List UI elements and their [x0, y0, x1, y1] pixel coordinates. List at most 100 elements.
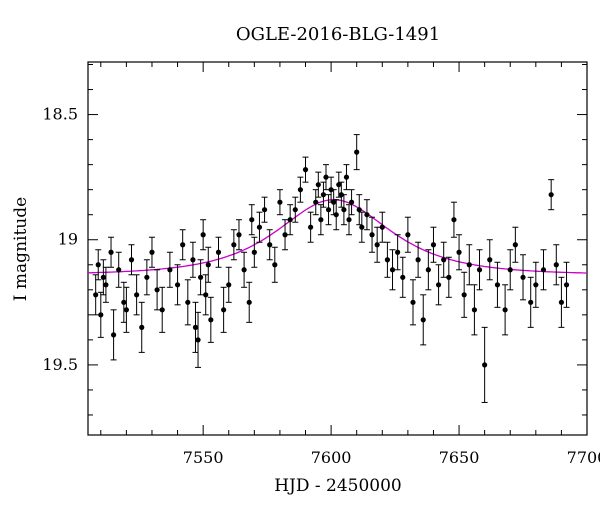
x-tick-label: 7650 [439, 448, 480, 467]
y-tick-label: 18.5 [42, 105, 78, 124]
data-point [267, 242, 273, 248]
data-point [297, 187, 303, 193]
data-point [251, 249, 257, 255]
data-point [134, 292, 140, 298]
data-point [356, 207, 362, 213]
data-point [471, 307, 478, 313]
data-point [315, 182, 321, 188]
data-point [93, 292, 99, 298]
data-point [154, 287, 160, 293]
data-point [341, 207, 347, 213]
data-point [395, 249, 401, 255]
data-point [430, 242, 437, 248]
data-point [461, 292, 467, 298]
data-point [456, 249, 462, 255]
data-point [451, 217, 457, 223]
data-point [494, 282, 501, 288]
data-point [144, 274, 150, 280]
data-point [379, 224, 385, 230]
data-point [563, 282, 570, 288]
y-axis-label: I magnitude [11, 197, 31, 301]
data-point [336, 182, 342, 188]
data-point [226, 282, 232, 288]
data-point [192, 324, 199, 330]
data-point [221, 307, 227, 313]
data-point [167, 267, 173, 273]
data-point [410, 299, 416, 305]
data-point [302, 167, 309, 173]
data-point [389, 267, 396, 273]
data-point [287, 217, 293, 223]
data-point [185, 299, 191, 305]
data-point [190, 257, 196, 263]
data-point [174, 282, 181, 288]
chart-title: OGLE-2016-BLG-1491 [236, 24, 440, 45]
data-point [318, 217, 324, 223]
y-tick-label: 19.5 [42, 355, 78, 374]
data-point [348, 199, 355, 205]
x-tick-label: 7600 [311, 448, 352, 467]
data-point [482, 362, 488, 368]
data-point [256, 224, 263, 230]
data-point [420, 317, 426, 323]
data-point [512, 242, 518, 248]
data-point [415, 257, 421, 263]
data-point [528, 299, 534, 305]
axis-ticks [88, 62, 588, 435]
data-point [502, 307, 508, 313]
data-point [98, 312, 104, 318]
data-point [208, 317, 214, 323]
data-point [116, 267, 122, 273]
data-point [343, 174, 350, 180]
x-axis-label: HJD - 2450000 [274, 476, 402, 496]
data-point [308, 224, 314, 230]
data-point [246, 299, 252, 305]
data-point [364, 212, 370, 218]
data-point [441, 257, 447, 263]
data-point [139, 324, 145, 330]
data-point [446, 274, 452, 280]
model-curve [88, 199, 587, 274]
data-point [476, 267, 483, 273]
data-point [241, 267, 247, 273]
data-point [466, 262, 472, 268]
data-point [108, 249, 114, 255]
data-point [200, 232, 206, 238]
data-point [507, 267, 513, 273]
data-point [323, 174, 329, 180]
data-point [359, 224, 365, 230]
data-point [180, 242, 186, 248]
data-point [282, 232, 288, 238]
data-point [292, 207, 298, 213]
data-point [320, 192, 327, 198]
data-point [149, 249, 155, 255]
axis-tick-labels: 7550 7600 7650 7700 18.5 19 19.5 [42, 105, 600, 467]
data-point [548, 192, 554, 198]
data-point [384, 257, 390, 263]
data-point [520, 274, 526, 280]
data-point [487, 257, 493, 263]
y-tick-label: 19 [58, 230, 78, 249]
data-point [277, 199, 283, 205]
data-point [110, 332, 117, 338]
data-point [159, 307, 165, 313]
data-point [195, 337, 201, 343]
x-tick-label: 7700 [567, 448, 600, 467]
data-point [95, 262, 101, 268]
data-point [425, 267, 431, 273]
data-points [92, 134, 570, 403]
plot-frame [87, 61, 588, 436]
data-point [123, 307, 129, 313]
data-point [231, 242, 237, 248]
data-point [272, 262, 278, 268]
data-point [203, 292, 209, 298]
data-point [236, 232, 242, 238]
data-point [100, 274, 106, 280]
data-point [249, 217, 255, 223]
data-point [405, 232, 411, 238]
data-point [103, 282, 109, 288]
data-point [354, 149, 360, 155]
data-point [333, 212, 339, 218]
data-point [128, 257, 135, 263]
